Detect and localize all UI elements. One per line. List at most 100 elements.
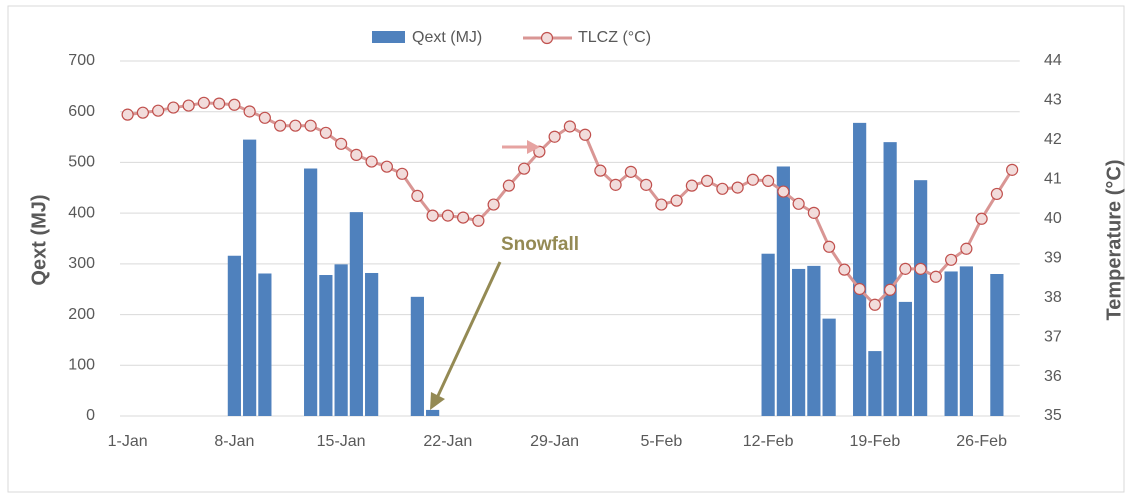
x-tick-label: 8-Jan — [214, 433, 254, 450]
y-tick-label: 700 — [68, 52, 95, 69]
y2-tick-label: 38 — [1044, 289, 1062, 306]
x-tick-label: 26-Feb — [956, 433, 1007, 450]
legend-label: Qext (MJ) — [412, 29, 482, 46]
chart-border — [7, 5, 1125, 493]
y2-axis-title: Temperature (°C) — [1103, 160, 1125, 321]
marker — [1006, 163, 1019, 176]
marker — [746, 173, 759, 186]
marker — [945, 253, 958, 266]
bar — [410, 296, 424, 416]
marker — [624, 165, 637, 178]
y2-tick-label: 41 — [1044, 171, 1062, 188]
bar — [761, 253, 775, 416]
x-tick-label: 19-Feb — [850, 433, 901, 450]
marker — [609, 178, 622, 191]
bar — [868, 351, 882, 416]
bar — [258, 273, 272, 416]
bar — [776, 166, 790, 416]
y-tick-label: 300 — [68, 255, 95, 272]
marker — [807, 206, 820, 219]
legend-label: TLCZ (°C) — [578, 29, 651, 46]
bar — [944, 271, 958, 416]
marker — [213, 97, 226, 110]
bar — [959, 266, 973, 416]
bar — [426, 409, 440, 416]
marker — [472, 214, 485, 227]
marker — [152, 104, 165, 117]
y2-tick-label: 42 — [1044, 131, 1062, 148]
marker — [533, 145, 546, 158]
marker — [396, 167, 409, 180]
annotation-arrow — [435, 261, 502, 399]
marker — [716, 182, 729, 195]
y2-tick-label: 36 — [1044, 368, 1062, 385]
x-tick-label: 12-Feb — [743, 433, 794, 450]
marker — [685, 179, 698, 192]
y2-tick-label: 37 — [1044, 328, 1062, 345]
arrow-head — [430, 392, 445, 410]
x-tick-label: 15-Jan — [317, 433, 366, 450]
marker — [990, 187, 1003, 201]
marker — [563, 120, 576, 133]
bar — [853, 122, 867, 416]
y-axis-title: Qext (MJ) — [28, 194, 50, 285]
marker — [899, 262, 912, 275]
marker — [975, 212, 988, 225]
marker — [197, 96, 210, 109]
marker — [792, 197, 805, 210]
marker — [121, 108, 134, 121]
y-tick-label: 100 — [68, 357, 95, 374]
bar — [990, 274, 1004, 416]
marker — [701, 174, 714, 188]
bar — [349, 212, 363, 416]
legend-swatch — [540, 31, 554, 45]
bar — [227, 255, 241, 416]
marker — [487, 198, 500, 211]
marker — [548, 130, 561, 143]
bar — [319, 275, 333, 416]
marker — [304, 119, 317, 132]
annotation: Snowfall — [501, 234, 579, 255]
marker — [182, 99, 195, 112]
marker — [289, 119, 302, 132]
marker — [640, 178, 653, 191]
marker — [228, 98, 241, 111]
marker — [518, 162, 531, 175]
y-tick-label: 600 — [68, 103, 95, 120]
arrow-head — [527, 140, 540, 154]
bar — [334, 264, 348, 416]
marker — [502, 179, 515, 192]
marker — [777, 185, 790, 198]
marker — [914, 262, 927, 275]
marker — [457, 211, 470, 224]
y2-tick-label: 39 — [1044, 249, 1062, 266]
marker — [243, 105, 256, 118]
y2-tick-label: 43 — [1044, 92, 1062, 109]
marker — [350, 148, 363, 161]
marker — [868, 298, 881, 311]
marker — [274, 119, 287, 132]
marker — [762, 174, 775, 188]
marker — [823, 240, 836, 253]
legend-swatch — [372, 31, 405, 43]
bar — [243, 139, 257, 416]
y2-tick-label: 35 — [1044, 407, 1062, 424]
marker — [731, 181, 744, 194]
bar — [807, 265, 821, 416]
marker — [426, 209, 439, 222]
marker — [960, 242, 973, 255]
marker — [853, 282, 866, 296]
y2-tick-label: 40 — [1044, 210, 1062, 227]
marker — [380, 160, 393, 173]
marker — [258, 111, 271, 124]
bar — [898, 301, 912, 416]
y2-tick-label: 44 — [1044, 52, 1062, 69]
marker — [319, 126, 332, 139]
bar — [792, 268, 806, 416]
marker — [365, 155, 378, 168]
marker — [411, 189, 424, 202]
marker — [838, 263, 851, 276]
x-tick-label: 1-Jan — [108, 433, 148, 450]
bar — [883, 142, 897, 416]
